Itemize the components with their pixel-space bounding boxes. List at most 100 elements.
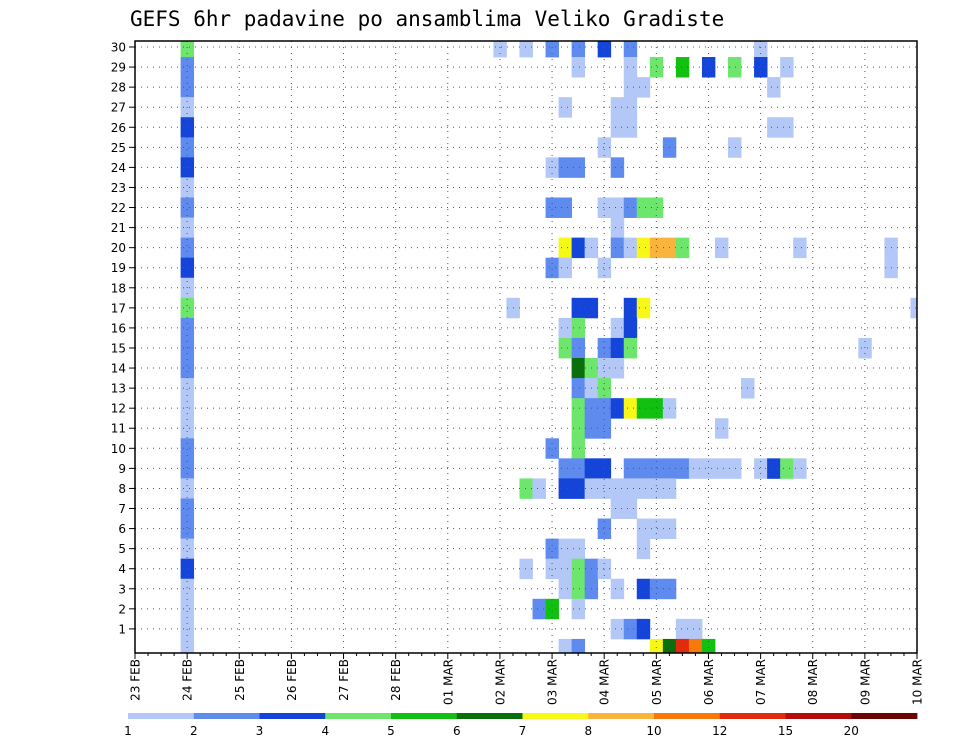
heatmap-cell [180, 598, 195, 620]
heatmap-cell [636, 237, 651, 259]
heatmap-cell [571, 317, 586, 339]
heatmap-cell [793, 237, 807, 259]
heatmap-cell [623, 41, 638, 58]
heatmap-cell [910, 297, 918, 319]
heatmap-cell [636, 478, 651, 499]
heatmap-cell [180, 257, 195, 279]
y-tick-label: 15 [111, 341, 126, 355]
heatmap-cell [610, 117, 625, 138]
heatmap-cell [714, 418, 729, 439]
heatmap-cell [754, 458, 768, 479]
heatmap-cell [597, 257, 612, 279]
y-tick-label: 22 [111, 201, 126, 215]
heatmap-cell [571, 418, 586, 439]
heatmap-cell [180, 297, 195, 319]
heatmap-cell [558, 97, 573, 118]
heatmap-cell [519, 478, 533, 499]
heatmap-cell [571, 478, 586, 499]
heatmap-cell [623, 618, 638, 640]
heatmap-cell [636, 458, 651, 479]
heatmap-cell [558, 578, 573, 600]
heatmap-cell [597, 378, 612, 399]
heatmap-cell [610, 337, 625, 359]
heatmap-cell [688, 638, 703, 654]
heatmap-cell [545, 558, 559, 580]
heatmap-cell [558, 237, 573, 259]
legend-color-swatch [785, 713, 852, 719]
heatmap-cell [571, 638, 586, 654]
heatmap-cell [519, 558, 533, 580]
y-tick-label: 29 [111, 61, 126, 75]
heatmap-cell [558, 317, 573, 339]
heatmap-cell [636, 197, 651, 218]
legend-level-label: 5 [387, 724, 395, 738]
y-tick-label: 7 [118, 502, 126, 516]
heatmap-cell [728, 458, 742, 479]
heatmap-cell [558, 538, 573, 560]
heatmap-cell [558, 478, 573, 499]
heatmap-cell [597, 197, 612, 218]
y-tick-label: 21 [111, 221, 126, 235]
heatmap-cell [649, 478, 664, 499]
heatmap-cell [545, 257, 559, 279]
heatmap-cell [545, 41, 559, 58]
heatmap-cell [610, 618, 625, 640]
heatmap-cell [610, 478, 625, 499]
heatmap-cell [610, 317, 625, 339]
heatmap-cell [180, 418, 195, 439]
y-tick-label: 16 [111, 321, 126, 335]
heatmap-cell [623, 317, 638, 339]
heatmap-cell [558, 337, 573, 359]
heatmap-cell [180, 197, 195, 218]
y-tick-label: 8 [118, 482, 126, 496]
heatmap-cell [701, 638, 716, 654]
y-tick-label: 10 [111, 442, 126, 456]
heatmap-cell [701, 57, 716, 78]
legend-color-swatch [325, 713, 392, 719]
legend-color-swatch [719, 713, 786, 719]
heatmap-cell [636, 398, 651, 419]
heatmap-cells [180, 41, 918, 654]
heatmap-cell [623, 57, 638, 78]
heatmap-cell [180, 358, 195, 379]
heatmap-cell [180, 458, 195, 479]
heatmap-cell [532, 478, 546, 499]
heatmap-cell [623, 197, 638, 218]
legend-level-label: 7 [519, 724, 527, 738]
legend-color-swatch [522, 713, 589, 719]
heatmap-cell [180, 337, 195, 359]
heatmap-cell [610, 157, 625, 178]
heatmap-cell [649, 57, 664, 78]
legend: 1 2 3 4 5 6 7 8 10 12 15 20 [124, 713, 918, 738]
heatmap-cell [571, 57, 586, 78]
heatmap-cell [558, 197, 573, 218]
y-tick-label: 4 [118, 562, 126, 576]
x-tick-label: 08 MAR [806, 659, 820, 705]
legend-level-label: 1 [124, 724, 132, 738]
legend-color-swatch [259, 713, 326, 719]
heatmap-cell [571, 598, 586, 620]
heatmap-cell [780, 458, 794, 479]
heatmap-cell [180, 237, 195, 259]
heatmap-cell [754, 41, 768, 58]
legend-level-label: 3 [256, 724, 264, 738]
heatmap-cell [662, 638, 677, 654]
heatmap-cell [180, 518, 195, 540]
y-tick-label: 25 [111, 141, 126, 155]
heatmap-cell [571, 337, 586, 359]
x-tick-label: 26 FEB [285, 659, 299, 701]
heatmap-cell [545, 538, 559, 560]
heatmap-cell [610, 237, 625, 259]
heatmap-cell [180, 478, 195, 499]
heatmap-cell [558, 257, 573, 279]
y-tick-label: 28 [111, 81, 126, 95]
heatmap-cell [180, 41, 195, 58]
heatmap-cell [571, 538, 586, 560]
heatmap-cell [571, 558, 586, 580]
heatmap-cell [180, 137, 195, 158]
legend-level-label: 4 [321, 724, 329, 738]
heatmap-cell [675, 57, 690, 78]
x-axis: 23 FEB 24 FEB 25 FEB 26 FEB 27 FEB 28 FEB 01 M… [129, 653, 925, 705]
legend-level-label: 12 [712, 724, 727, 738]
